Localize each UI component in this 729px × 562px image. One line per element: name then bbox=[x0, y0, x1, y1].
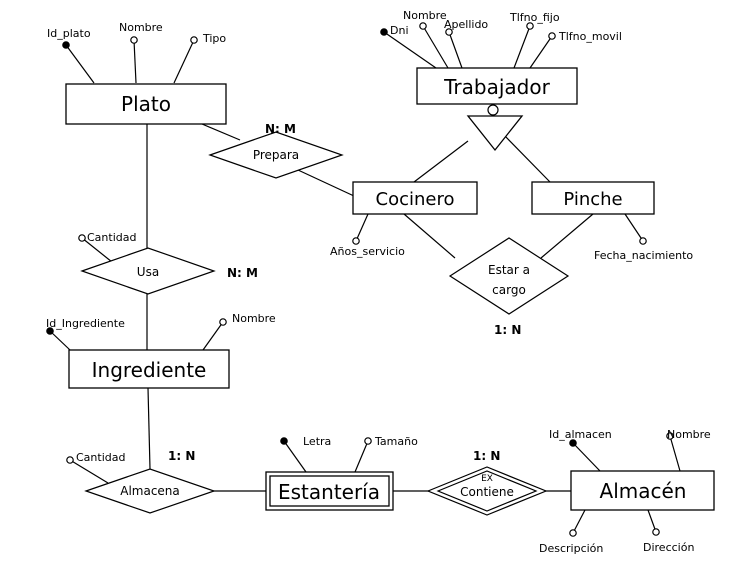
attr-nombre-trabajador: Nombre bbox=[403, 9, 447, 22]
entity-label: Trabajador bbox=[443, 75, 550, 99]
relationship-tag: EX bbox=[481, 474, 493, 484]
key-marker bbox=[46, 327, 54, 335]
attr-fecha-nacimiento: Fecha_nacimiento bbox=[594, 249, 693, 262]
attr-nombre-ingrediente: Nombre bbox=[232, 312, 276, 325]
entity-label: Almacén bbox=[600, 479, 687, 503]
attribute-labels: Id_plato Nombre Tipo Dni Nombre Apellido… bbox=[46, 9, 711, 555]
attr-direccion: Dirección bbox=[643, 541, 694, 554]
cardinality-almacena: 1: N bbox=[168, 449, 195, 463]
attr-id-almacen: Id_almacen bbox=[549, 428, 612, 441]
entity-cocinero[interactable]: Cocinero bbox=[352, 181, 478, 215]
isa-triangle bbox=[466, 115, 524, 152]
relationship-label: Almacena bbox=[120, 484, 180, 498]
isa-specialization bbox=[466, 104, 524, 152]
entity-label: Estantería bbox=[278, 480, 380, 504]
attr-anos-servicio: Años_servicio bbox=[330, 245, 405, 258]
relationship-label: Prepara bbox=[253, 148, 299, 162]
relationship-label: Contiene bbox=[460, 485, 514, 499]
attr-apellido: Apellido bbox=[444, 18, 488, 31]
entity-label: Plato bbox=[121, 92, 171, 116]
cardinality-usa: N: M bbox=[227, 266, 258, 280]
attr-tlfno-movil: Tlfno_movil bbox=[558, 30, 622, 43]
entity-label: Ingrediente bbox=[92, 358, 207, 382]
relationship-almacena[interactable]: Almacena bbox=[84, 468, 216, 514]
cardinality-labels: N: M N: M 1: N 1: N 1: N bbox=[168, 122, 521, 463]
cardinality-estar-a-cargo: 1: N bbox=[494, 323, 521, 337]
cardinality-prepara: N: M bbox=[265, 122, 296, 136]
isa-circle bbox=[487, 104, 499, 116]
relationship-usa[interactable]: Usa bbox=[80, 247, 216, 295]
entity-label: Pinche bbox=[563, 189, 622, 210]
entity-pinche[interactable]: Pinche bbox=[531, 181, 655, 215]
relationship-label: Usa bbox=[137, 265, 159, 279]
attr-nombre-plato: Nombre bbox=[119, 21, 163, 34]
relationship-contiene[interactable]: EX Contiene bbox=[426, 466, 548, 516]
relationship-prepara[interactable]: Prepara bbox=[208, 131, 344, 179]
entity-label: Cocinero bbox=[376, 189, 455, 210]
entity-plato[interactable]: Plato bbox=[65, 83, 227, 125]
key-marker bbox=[62, 41, 70, 49]
relationship-label-line2: cargo bbox=[492, 283, 526, 297]
attr-dni: Dni bbox=[390, 24, 409, 37]
attr-descripcion: Descripción bbox=[539, 542, 603, 555]
relationship-estar-a-cargo[interactable]: Estar a cargo bbox=[448, 237, 570, 315]
attr-letra: Letra bbox=[303, 435, 331, 448]
attr-cantidad-usa: Cantidad bbox=[87, 231, 136, 244]
attr-tlfno-fijo: Tlfno_fijo bbox=[509, 11, 560, 24]
entity-almacen[interactable]: Almacén bbox=[570, 470, 715, 511]
key-marker bbox=[569, 439, 577, 447]
attr-tipo-plato: Tipo bbox=[202, 32, 226, 45]
attribute-markers bbox=[46, 22, 681, 537]
attr-id-plato: Id_plato bbox=[47, 27, 91, 40]
entity-ingrediente[interactable]: Ingrediente bbox=[68, 349, 230, 389]
entity-trabajador[interactable]: Trabajador bbox=[416, 67, 578, 105]
attr-id-ingrediente: Id_Ingrediente bbox=[46, 317, 125, 330]
entity-estanteria[interactable]: Estantería bbox=[265, 471, 394, 511]
key-marker bbox=[280, 437, 288, 445]
key-marker bbox=[380, 28, 388, 36]
attr-cantidad-almacena: Cantidad bbox=[76, 451, 125, 464]
attr-nombre-almacen: Nombre bbox=[667, 428, 711, 441]
cardinality-contiene: 1: N bbox=[473, 449, 500, 463]
relationship-label-line1: Estar a bbox=[488, 263, 530, 277]
attr-tamano: Tamaño bbox=[374, 435, 418, 448]
